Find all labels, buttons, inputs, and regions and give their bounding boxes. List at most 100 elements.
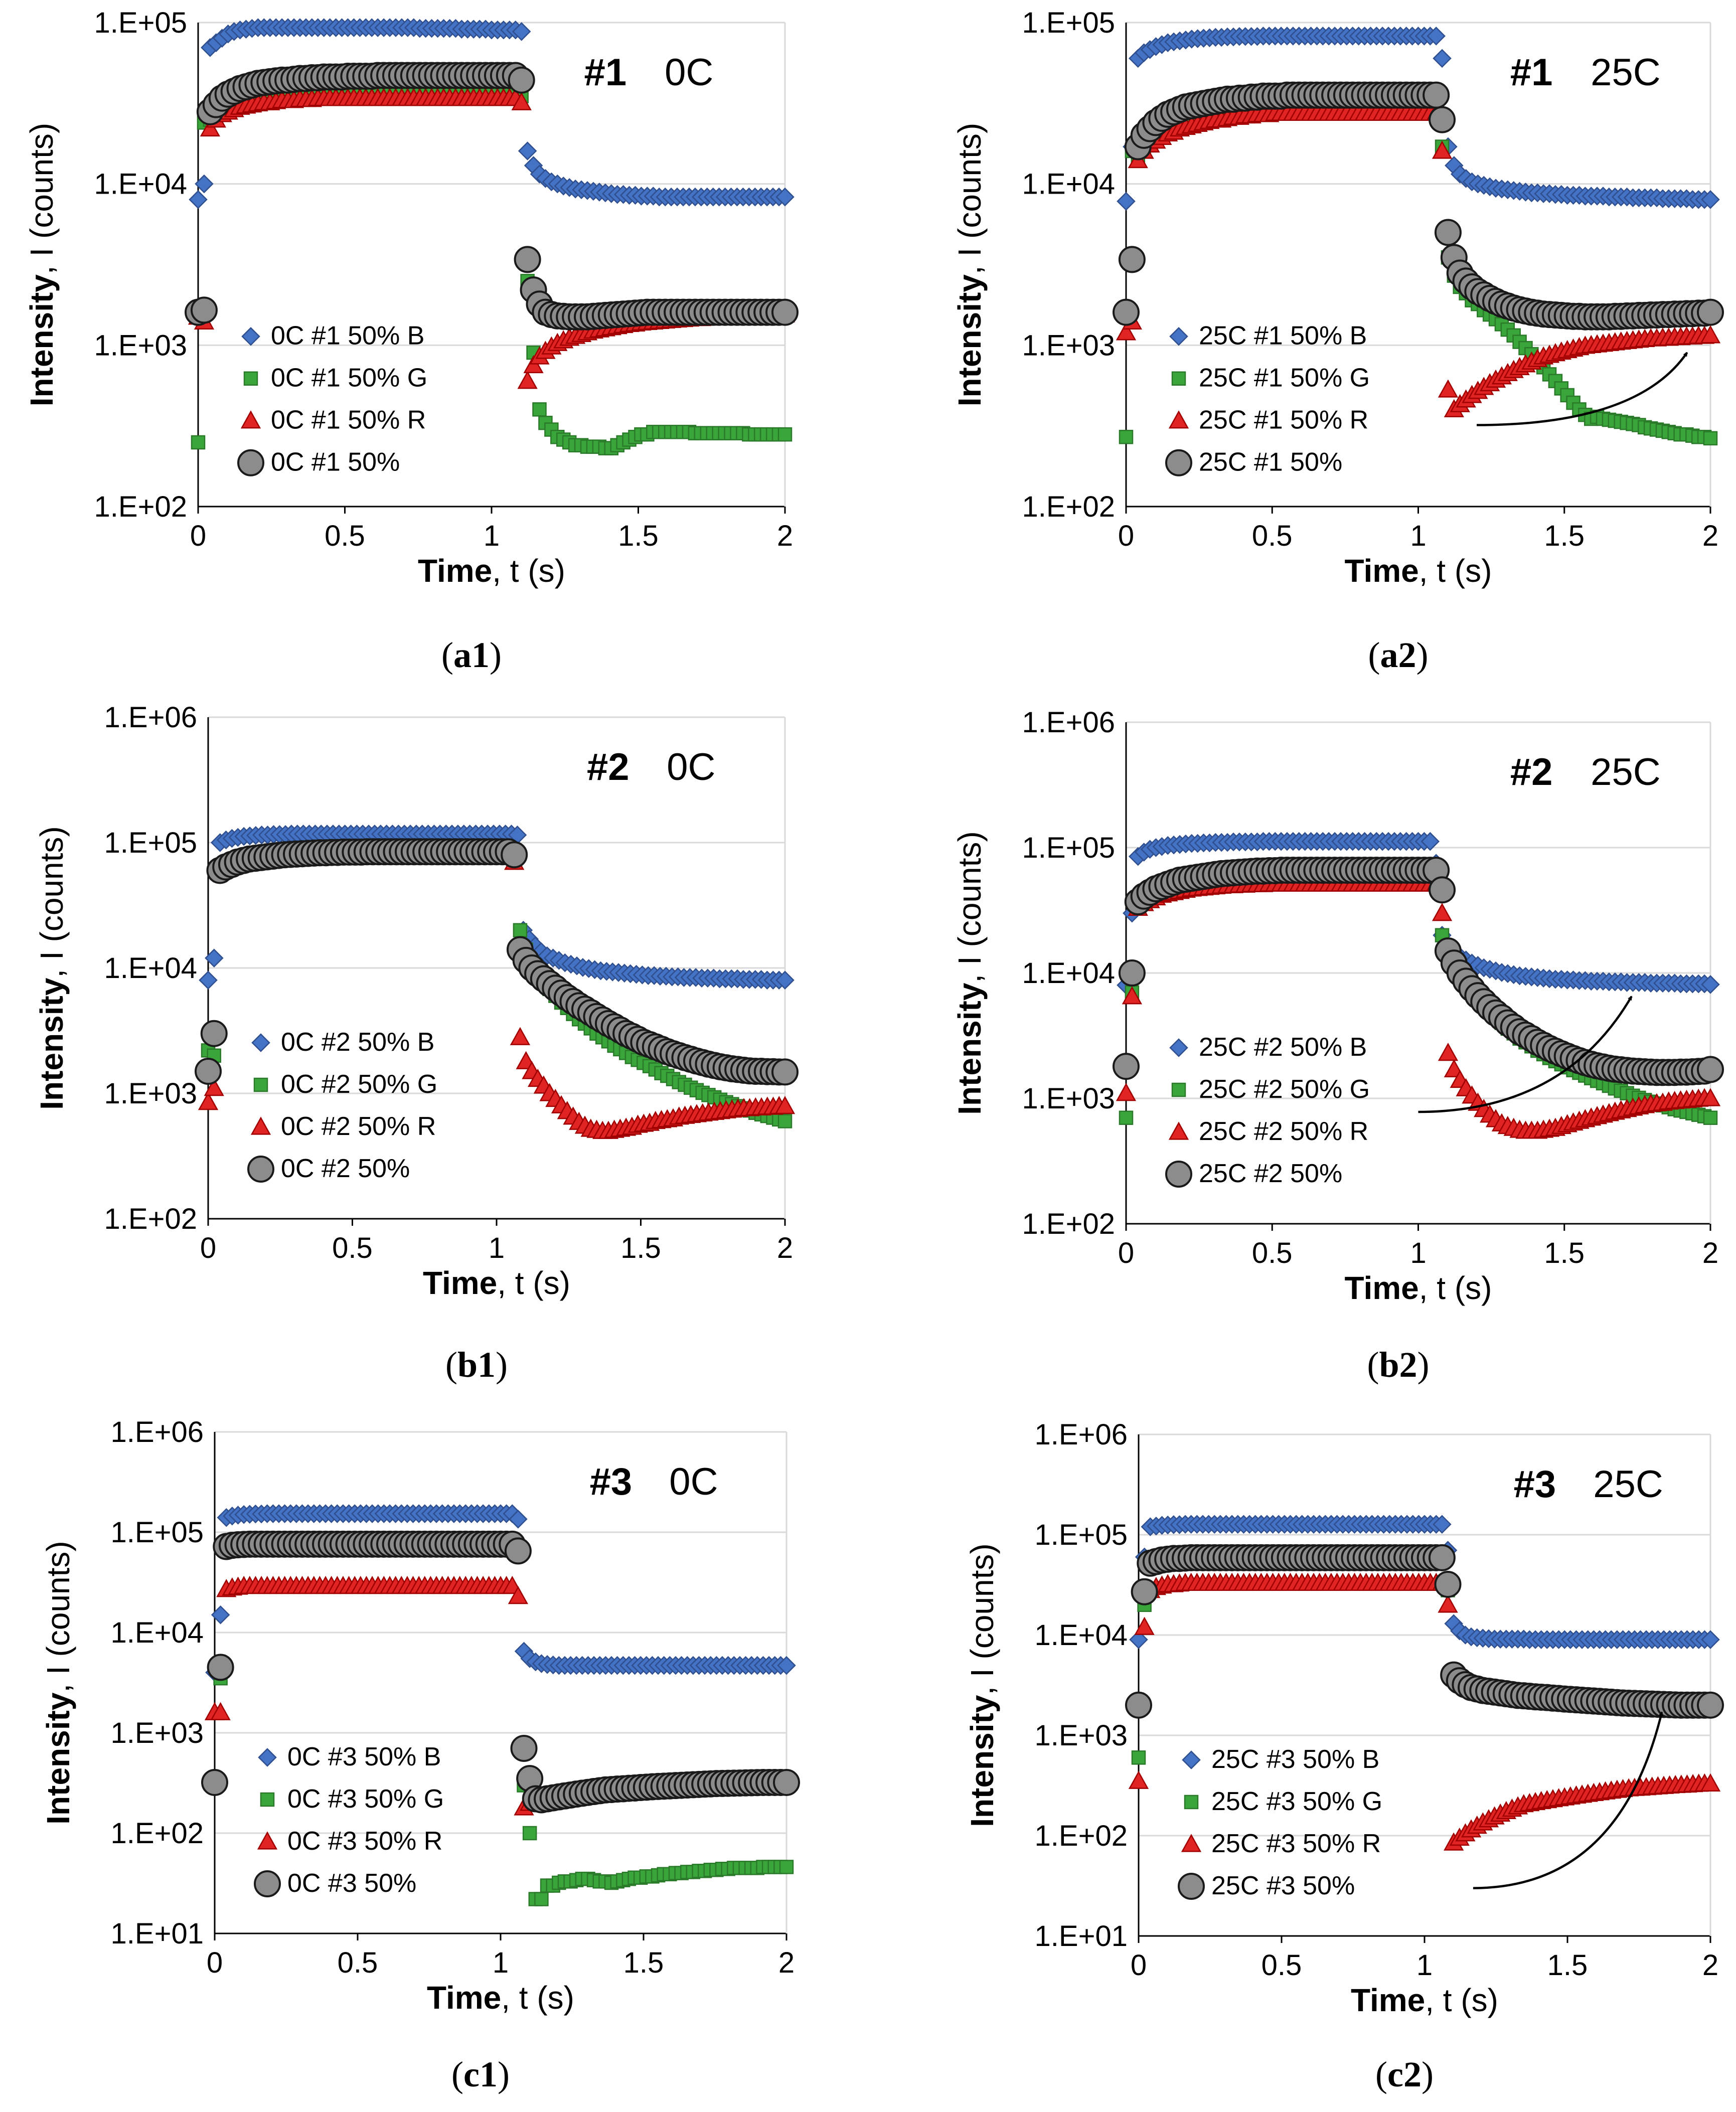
data-point	[1118, 246, 1146, 273]
data-point	[773, 1768, 800, 1796]
x-tick-label: 2	[777, 1232, 793, 1264]
data-point	[1129, 1630, 1148, 1649]
data-point	[189, 190, 208, 209]
y-tick-label: 1.E+03	[111, 1717, 204, 1749]
legend-marker-G	[253, 1077, 268, 1092]
data-point	[779, 1860, 794, 1874]
y-tick-label: 1.E+02	[1022, 491, 1115, 523]
data-point	[190, 296, 218, 324]
legend-marker-B	[1182, 1750, 1201, 1769]
data-point	[1128, 1770, 1149, 1789]
data-point	[777, 1656, 796, 1675]
y-tick-label: 1.E+02	[1022, 1208, 1115, 1240]
legend-label: 25C #1 50% G	[1199, 364, 1370, 393]
x-tick-label: 2	[1702, 520, 1718, 552]
caption-open: (	[451, 2054, 463, 2094]
y-axis-title-bold: Intensity	[24, 274, 60, 407]
legend-label: 0C #3 50% B	[287, 1742, 441, 1771]
caption-open: (	[1368, 635, 1380, 675]
series-Total	[1113, 857, 1724, 1086]
panel-caption: (c2)	[1375, 2054, 1434, 2094]
data-point	[205, 948, 224, 967]
y-axis-title-bold: Intensity	[952, 983, 988, 1115]
x-tick-label: 0	[190, 520, 206, 552]
x-tick-label: 1	[493, 1946, 509, 1979]
caption-id: a1	[453, 635, 490, 675]
x-tick-label: 1	[1410, 1237, 1426, 1269]
data-point	[1700, 1773, 1721, 1792]
data-point	[775, 187, 795, 207]
data-point	[207, 1654, 234, 1681]
sample-label: #3	[590, 1460, 633, 1503]
data-point	[198, 1092, 219, 1110]
sample-label: #1	[1510, 51, 1553, 94]
data-point	[508, 66, 535, 94]
caption-open: (	[441, 635, 453, 675]
series-Total	[201, 1530, 800, 1814]
data-point	[1700, 325, 1721, 344]
panel-caption: (b2)	[1367, 1345, 1429, 1385]
x-axis-title-bold: Time	[418, 553, 492, 589]
trend-arrow	[1476, 352, 1688, 426]
x-tick-label: 2	[1702, 1237, 1718, 1269]
data-point	[1427, 27, 1446, 46]
legend-label: 25C #3 50% R	[1211, 1829, 1381, 1858]
x-tick-label: 1.5	[623, 1946, 664, 1979]
data-point	[513, 923, 528, 937]
x-tick-label: 2	[777, 520, 793, 552]
sample-label: #2	[1510, 751, 1553, 793]
data-point	[511, 92, 532, 110]
panel-caption: (a2)	[1368, 635, 1429, 675]
temperature-label: 25C	[1593, 1463, 1663, 1506]
legend-label: 25C #3 50%	[1211, 1871, 1355, 1900]
caption-id: c2	[1387, 2054, 1422, 2094]
legend-marker-G	[260, 1792, 275, 1807]
data-point	[1703, 431, 1718, 446]
x-axis-title-rest: , t (s)	[497, 1265, 570, 1301]
data-point	[532, 402, 547, 417]
y-axis-title-bold: Intensity	[34, 978, 70, 1110]
data-point	[1438, 1042, 1459, 1061]
x-tick-label: 0	[207, 1946, 223, 1979]
legend-marker-G	[1171, 371, 1186, 386]
y-tick-label: 1.E+05	[111, 1516, 204, 1549]
data-point	[775, 970, 795, 990]
caption-open: (	[1367, 1345, 1379, 1385]
y-axis-title: Intensity, I (counts)	[34, 826, 70, 1109]
legend-label: 0C #2 50% G	[281, 1070, 437, 1099]
data-point	[508, 1586, 529, 1604]
data-point	[1697, 298, 1724, 326]
data-point	[211, 1605, 230, 1624]
y-tick-label: 1.E+01	[111, 1917, 204, 1950]
data-point	[1131, 1750, 1146, 1765]
y-tick-label: 1.E+03	[94, 329, 187, 362]
data-point	[200, 1020, 228, 1047]
y-axis-title-bold: Intensity	[964, 1695, 1000, 1827]
y-tick-label: 1.E+05	[1035, 1519, 1128, 1551]
y-axis-title: Intensity, I (counts)	[964, 1543, 1000, 1827]
x-tick-label: 0	[1131, 1949, 1147, 1982]
legend-label: 25C #3 50% G	[1211, 1787, 1382, 1816]
data-point	[1131, 1578, 1158, 1605]
chart-c2: 1.E+01 1.E+02 1.E+03 1.E+04 1.E+05 1.E+06 0 0.5…	[964, 1418, 1724, 2094]
y-tick-label: 1.E+04	[94, 168, 187, 201]
x-tick-label: 2	[778, 1946, 795, 1979]
data-point	[1433, 49, 1452, 68]
x-tick-label: 0	[1118, 520, 1134, 552]
caption-close: )	[1417, 1345, 1430, 1385]
data-point	[1119, 429, 1134, 444]
x-tick-label: 0.5	[1261, 1949, 1302, 1982]
y-tick-label: 1.E+02	[111, 1817, 204, 1850]
legend: 25C #1 50% B 25C #1 50% G 25C #1 50% R 25C …	[1165, 321, 1370, 477]
panel-caption: (a1)	[441, 635, 502, 675]
y-tick-label: 1.E+04	[111, 1616, 204, 1649]
y-axis-title: Intensity, I (counts)	[40, 1541, 76, 1824]
data-point	[199, 970, 218, 990]
caption-id: b1	[457, 1345, 496, 1385]
data-point	[517, 371, 538, 389]
y-tick-label: 1.E+05	[1022, 832, 1115, 864]
legend-marker-Total	[1165, 449, 1192, 476]
y-tick-label: 1.E+06	[111, 1416, 204, 1448]
y-axis-title: Intensity, I (counts)	[952, 123, 988, 406]
data-point	[1429, 106, 1456, 133]
